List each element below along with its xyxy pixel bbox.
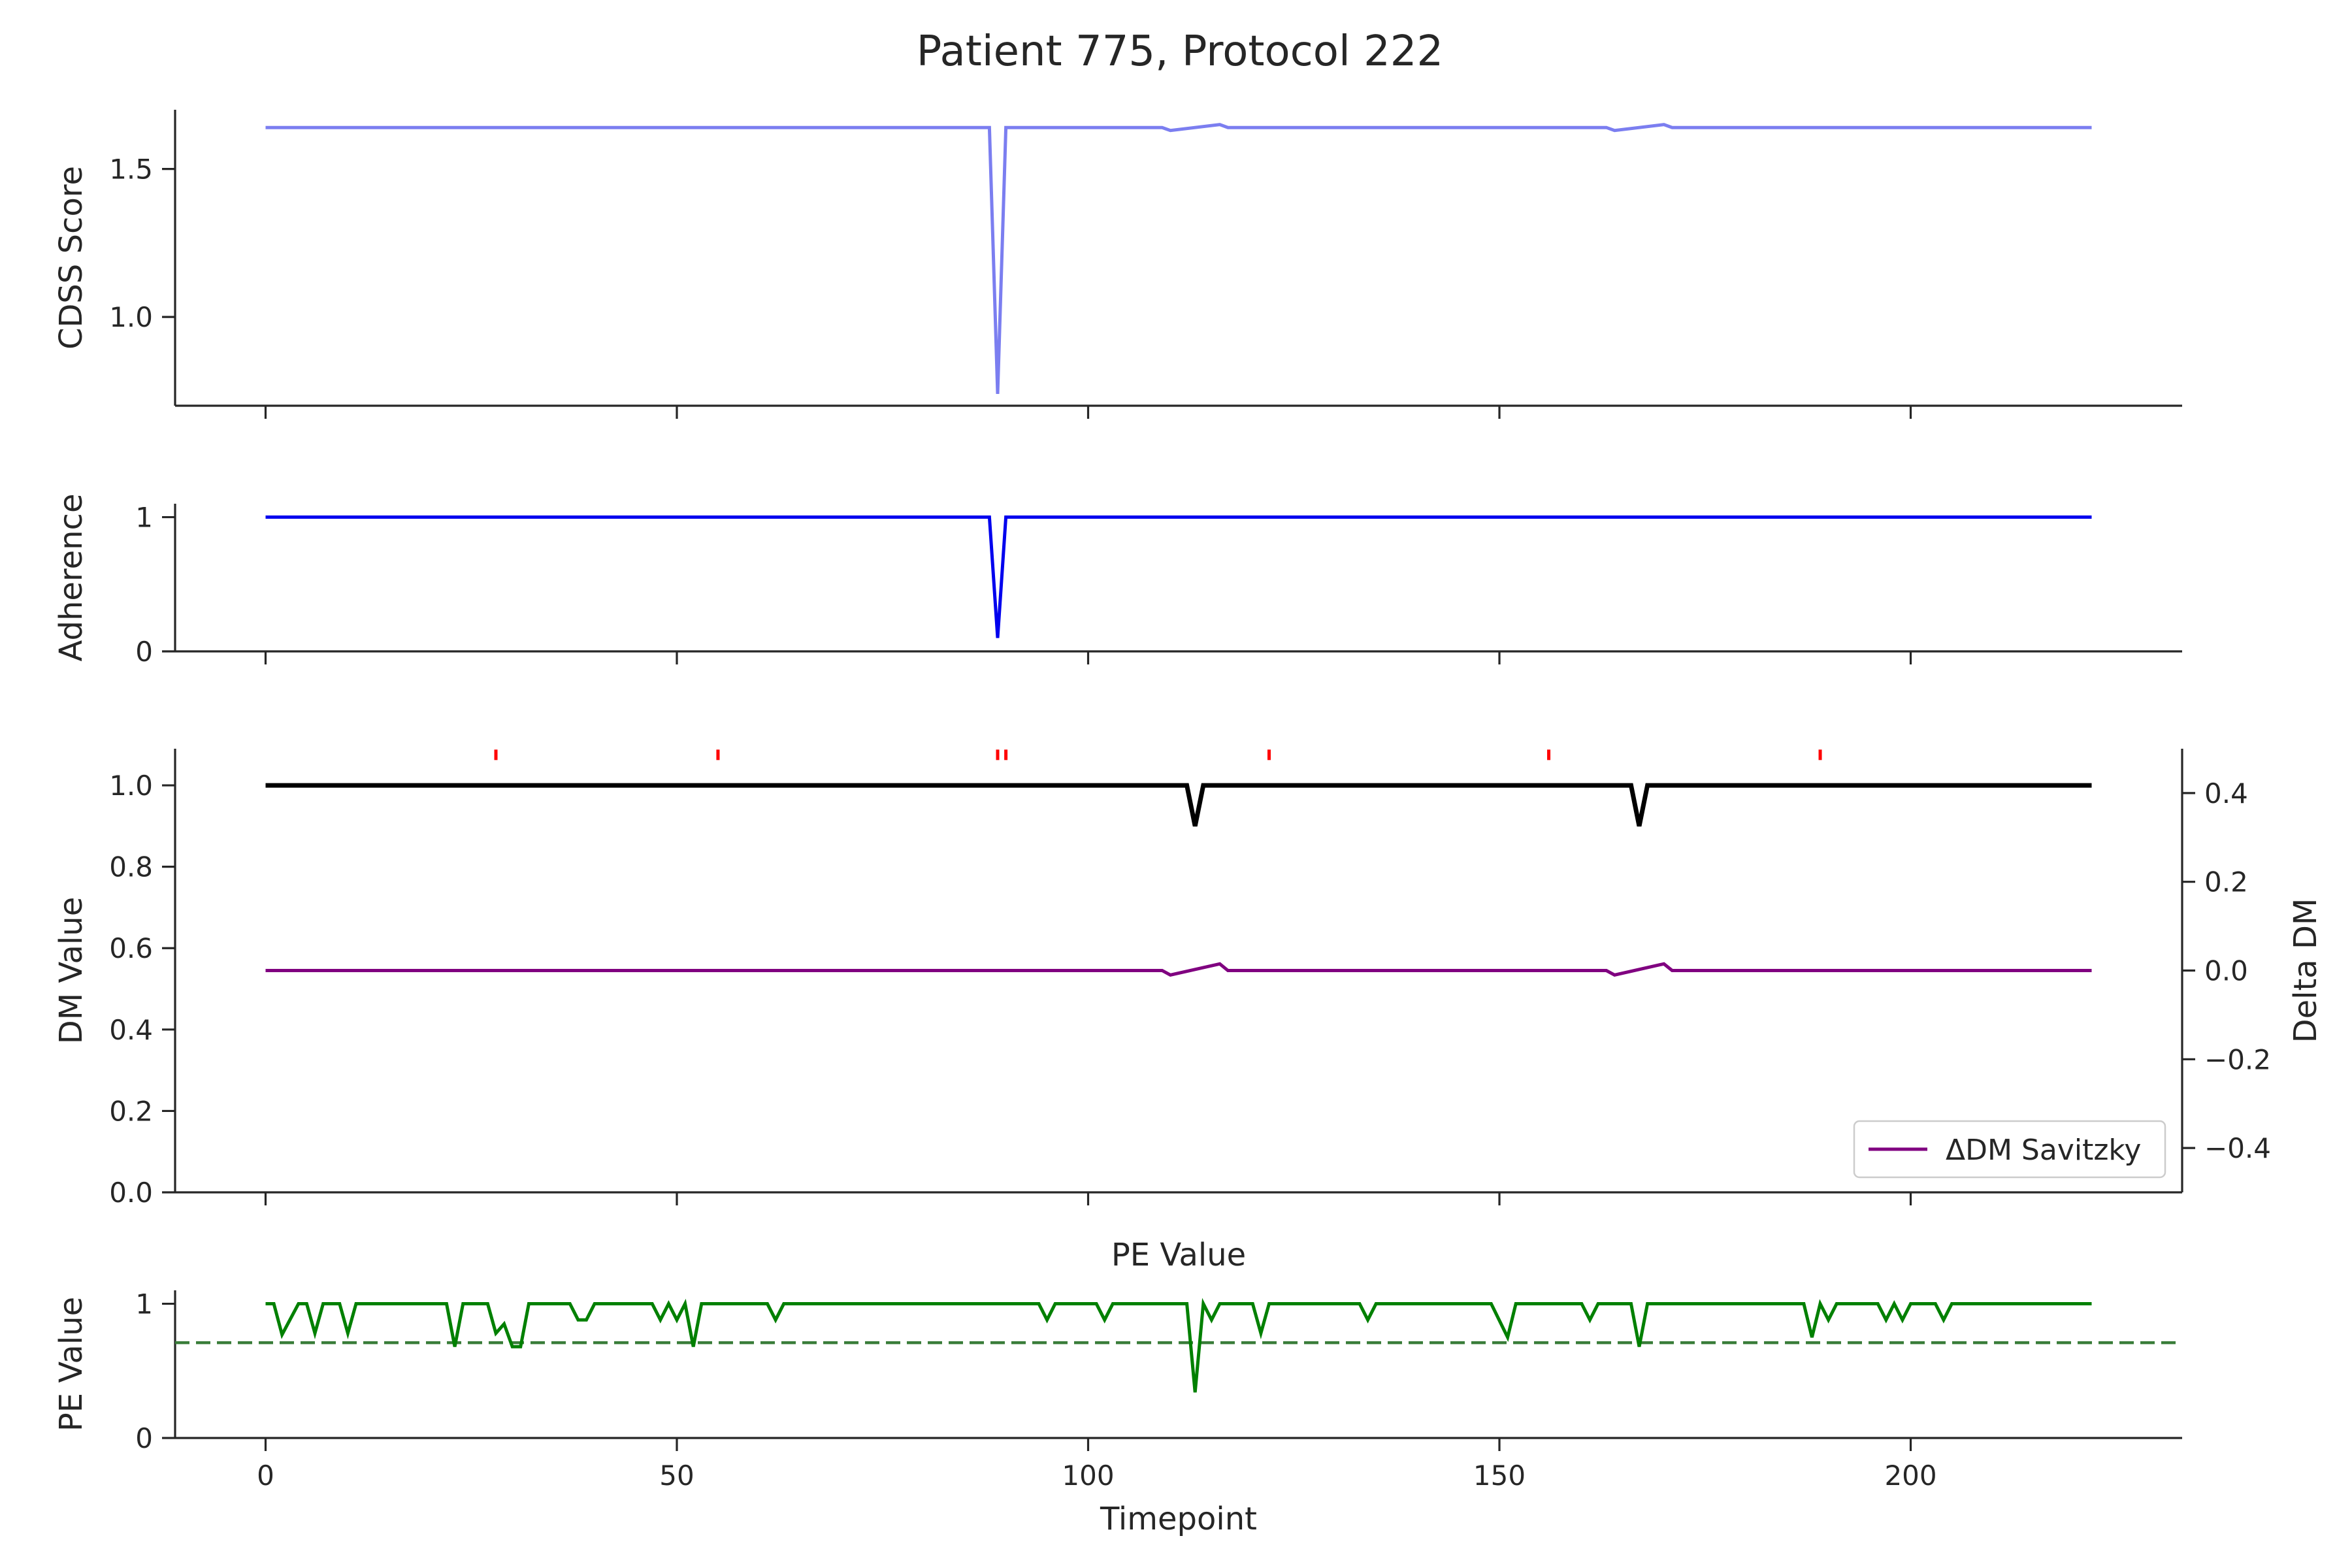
x-tick-label: 50	[659, 1460, 694, 1492]
y-tick-label: 1.0	[109, 770, 153, 802]
y-tick-label-right: 0.0	[2204, 955, 2248, 987]
y-tick-label: 0.6	[109, 932, 153, 964]
x-tick-label: 200	[1884, 1460, 1936, 1492]
y-tick-label-right: −0.4	[2204, 1132, 2271, 1164]
y-tick-label-right: 0.4	[2204, 777, 2248, 809]
panel-pe: 0 50 100 150 200 0 1 PE Value Timepoint PE Value	[53, 1237, 2182, 1537]
x-tick-label: 150	[1473, 1460, 1526, 1492]
panel-adherence: 0 1 Adherence	[53, 494, 2182, 668]
y-tick-label: 1	[135, 502, 153, 534]
y-tick-label: 1	[135, 1288, 153, 1320]
y-axis-title-dm: DM Value	[53, 897, 90, 1044]
x-tick-label: 0	[257, 1460, 274, 1492]
series-line-adherence-0	[265, 515, 2092, 638]
y-axis-title-adherence: Adherence	[53, 494, 90, 662]
legend-box	[1853, 1120, 2166, 1179]
x-tick-label: 100	[1062, 1460, 1114, 1492]
panel-cdss: 1.0 1.5 CDSS Score	[53, 110, 2182, 419]
x-axis-title: Timepoint	[1100, 1501, 1257, 1537]
series-line-dm-1	[265, 962, 2092, 977]
y-tick-label: 0	[135, 636, 153, 668]
figure-title: Patient 775, Protocol 222	[917, 27, 1443, 76]
y-axis-title-pe: PE Value	[53, 1297, 90, 1431]
y-tick-label: 1.5	[109, 154, 153, 186]
y-axis-title-cdss: CDSS Score	[53, 166, 90, 350]
y-tick-label-right: 0.2	[2204, 866, 2248, 898]
y-axis-title-right-dm: Delta DM	[2287, 898, 2324, 1043]
series-line-pe-0	[265, 1298, 2092, 1393]
y-tick-label: 1.0	[109, 301, 153, 333]
panel-title-pe: PE Value	[1111, 1237, 1246, 1273]
y-tick-label: 0.4	[109, 1014, 153, 1046]
y-tick-label: 0.0	[109, 1177, 153, 1209]
panel-dm: 0.0 0.2 0.4 0.6 0.8 1.0 −0.4 −0.2 0.0 0.2 0.4 DM Va…	[53, 749, 2324, 1209]
y-tick-label: 0.2	[109, 1095, 153, 1127]
legend-label: ΔDM Savitzky	[1946, 1134, 2141, 1167]
series-line-dm-0	[265, 783, 2092, 827]
y-tick-label-right: −0.2	[2204, 1043, 2271, 1075]
legend: ΔDM Savitzky	[1853, 1120, 2166, 1179]
series-line-cdss-0	[265, 123, 2092, 394]
y-tick-label: 0.8	[109, 851, 153, 883]
y-tick-label: 0	[135, 1422, 153, 1454]
